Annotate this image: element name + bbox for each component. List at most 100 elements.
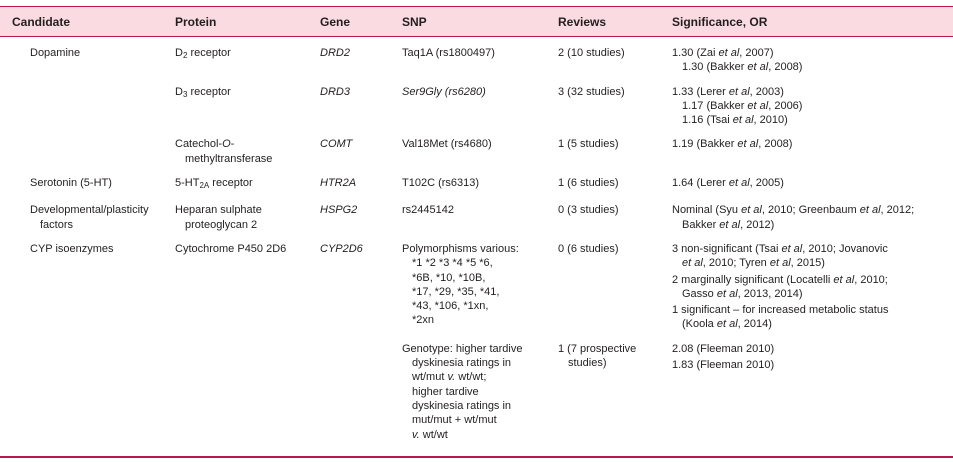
text-run: , 2008) <box>768 61 803 74</box>
cell-line: 3 non-significant (Tsai et al, 2010; Jov… <box>672 242 953 256</box>
table-cell: 1.19 (Bakker et al, 2008) <box>660 133 953 172</box>
text-run: 3 non-significant (Tsai <box>672 242 782 255</box>
text-run: , 2008) <box>758 138 793 151</box>
cell-paragraph: 0 (3 studies) <box>558 203 660 217</box>
cell-paragraph: 0 (6 studies) <box>558 242 660 256</box>
text-run: , 2005) <box>749 177 784 190</box>
cell-line: CYP isoenzymes <box>30 242 114 255</box>
table-row: Genotype: higher tardive dyskinesia ratin… <box>0 337 953 458</box>
cell-line: 1.30 (Bakker et al, 2008) <box>672 60 953 74</box>
cell-line: mut/mut + wt/mut <box>412 414 497 427</box>
table-cell <box>308 337 390 458</box>
cell-line: T102C (rs6313) <box>402 177 480 190</box>
data-table: Candidate Protein Gene SNP Reviews Significan… <box>0 6 953 458</box>
table-cell: HTR2A <box>308 172 390 199</box>
table-cell: 1 (5 studies) <box>546 133 660 172</box>
italic-text: CYP2D6 <box>320 242 363 255</box>
cell-line: HSPG2 <box>320 203 390 217</box>
cell-paragraph: 1.19 (Bakker et al, 2008) <box>672 137 953 151</box>
text-run: , 2013, 2014) <box>737 287 803 300</box>
cell-paragraph: 1 (6 studies) <box>558 176 660 190</box>
cell-line: dyskinesia ratings in <box>412 357 512 370</box>
text-run: Bakker <box>682 218 720 231</box>
cell-paragraph: Polymorphisms various: *1 *2 *3 *4 *5 *6,… <box>402 242 546 328</box>
text-run: 5-HT <box>175 177 200 190</box>
italic-text: et al <box>737 138 759 151</box>
text-run: 1.64 (Lerer <box>672 177 729 190</box>
table-cell: Serotonin (5-HT) <box>0 172 163 199</box>
subscript: 3 <box>182 89 188 99</box>
italic-text: et al <box>716 318 738 331</box>
cell-line: Dopamine <box>30 47 81 59</box>
table-cell: Cytochrome P450 2D6 <box>163 238 308 338</box>
cell-line: Serotonin (5-HT) <box>30 177 112 190</box>
table-cell: 1.64 (Lerer et al, 2005) <box>660 172 953 199</box>
column-header: Protein <box>163 6 308 37</box>
italic-text: et al <box>728 85 750 98</box>
cell-line: proteoglycan 2 <box>185 218 258 231</box>
cell-paragraph: Cytochrome P450 2D6 <box>175 242 308 256</box>
table-cell: HSPG2 <box>308 199 390 238</box>
text-run: , 2006) <box>768 99 803 112</box>
cell-line: D3 receptor <box>175 85 308 102</box>
cell-line: Gasso et al, 2013, 2014) <box>672 287 953 301</box>
table-cell <box>0 337 163 458</box>
italic-text: et al <box>719 218 741 231</box>
italic-text: et al <box>747 99 769 112</box>
cell-line: dyskinesia ratings in <box>412 399 512 412</box>
cell-line: wt/mut v. wt/wt; <box>402 370 546 384</box>
italic-text: et al <box>781 242 803 255</box>
table-cell: D3 receptor <box>163 81 308 134</box>
cell-line: *43, *106, *1xn, <box>412 300 489 313</box>
table-cell: 1 (6 studies) <box>546 172 660 199</box>
table-cell: Catechol-O-methyltransferase <box>163 133 308 172</box>
column-header: Gene <box>308 6 390 37</box>
cell-paragraph: 1.83 (Fleeman 2010) <box>672 358 953 372</box>
text-run: , 2010; <box>854 273 888 286</box>
cell-paragraph: 1.30 (Zai et al, 2007) 1.30 (Bakker et al… <box>672 46 953 75</box>
text-run: , 2010) <box>753 114 788 127</box>
cell-paragraph: 1 significant – for increased metabolic … <box>672 303 953 332</box>
cell-line: 1 (5 studies) <box>558 138 619 151</box>
text-run: , 2014) <box>737 318 772 331</box>
table-cell: 3 non-significant (Tsai et al, 2010; Jov… <box>660 238 953 338</box>
text-run: D <box>175 47 183 59</box>
cell-paragraph: 1 (5 studies) <box>558 137 660 151</box>
table-cell: DRD3 <box>308 81 390 134</box>
table-body: Dopamine D2 receptor DRD2 Taq1A (rs1800497)… <box>0 37 953 458</box>
cell-paragraph: 1.64 (Lerer et al, 2005) <box>672 176 953 190</box>
cell-paragraph: Heparan sulphate proteoglycan 2 <box>175 203 308 232</box>
table-cell: CYP isoenzymes <box>0 238 163 338</box>
cell-paragraph: HTR2A <box>320 176 390 190</box>
cell-line: 2 (10 studies) <box>558 47 625 59</box>
table-cell: Developmental/plasticity factors <box>0 199 163 238</box>
table-row: Developmental/plasticity factors Heparan s… <box>0 199 953 238</box>
table-cell: CYP2D6 <box>308 238 390 338</box>
cell-paragraph: DRD3 <box>320 85 390 99</box>
cell-paragraph: 5-HT2A receptor <box>175 176 308 193</box>
cell-line: D2 receptor <box>175 46 308 63</box>
text-run: , 2010; Jovanovic <box>802 242 888 255</box>
italic-text: et al <box>728 177 750 190</box>
cell-paragraph: 1 (7 prospective studies) <box>558 342 660 371</box>
text-run: , 2012; <box>880 204 915 217</box>
table-cell: rs2445142 <box>390 199 546 238</box>
text-run: 1.30 (Bakker <box>682 61 748 74</box>
table-cell: Val18Met (rs4680) <box>390 133 546 172</box>
cell-line: Nominal (Syu et al, 2010; Greenbaum et a… <box>672 203 953 217</box>
cell-line: Cytochrome P450 2D6 <box>175 242 287 255</box>
cell-paragraph: 1.33 (Lerer et al, 2003) 1.17 (Bakker et … <box>672 85 953 128</box>
table-cell: 5-HT2A receptor <box>163 172 308 199</box>
cell-line: 0 (3 studies) <box>558 204 619 217</box>
cell-paragraph: Serotonin (5-HT) <box>30 176 163 190</box>
italic-text: et al <box>741 204 762 217</box>
table-cell: DRD2 <box>308 37 390 81</box>
cell-paragraph: T102C (rs6313) <box>402 176 546 190</box>
cell-paragraph: rs2445142 <box>402 203 546 217</box>
cell-line: rs2445142 <box>402 204 454 217</box>
italic-text: HTR2A <box>320 177 357 190</box>
text-run: D <box>175 85 183 98</box>
cell-paragraph: D2 receptor <box>175 46 308 63</box>
cell-line: Val18Met (rs4680) <box>402 138 492 151</box>
cell-paragraph: COMT <box>320 137 390 151</box>
